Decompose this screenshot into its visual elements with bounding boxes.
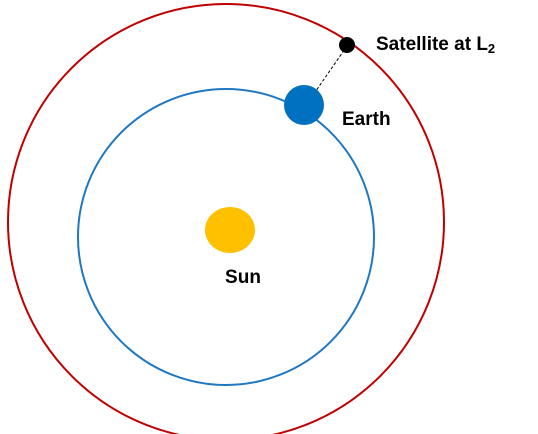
satellite (339, 37, 355, 53)
satellite-label: Satellite at L2 (376, 34, 495, 56)
diagram: Sun Earth Satellite at L2 (0, 0, 538, 434)
satellite-label-subscript: 2 (488, 41, 495, 56)
sun-label: Sun (225, 267, 261, 288)
sun (205, 207, 255, 253)
page: Sun Earth Satellite at L2 (() => { const… (0, 0, 538, 434)
earth-label: Earth (342, 109, 391, 130)
earth (284, 85, 324, 125)
satellite-label-text: Satellite at L (376, 34, 488, 55)
